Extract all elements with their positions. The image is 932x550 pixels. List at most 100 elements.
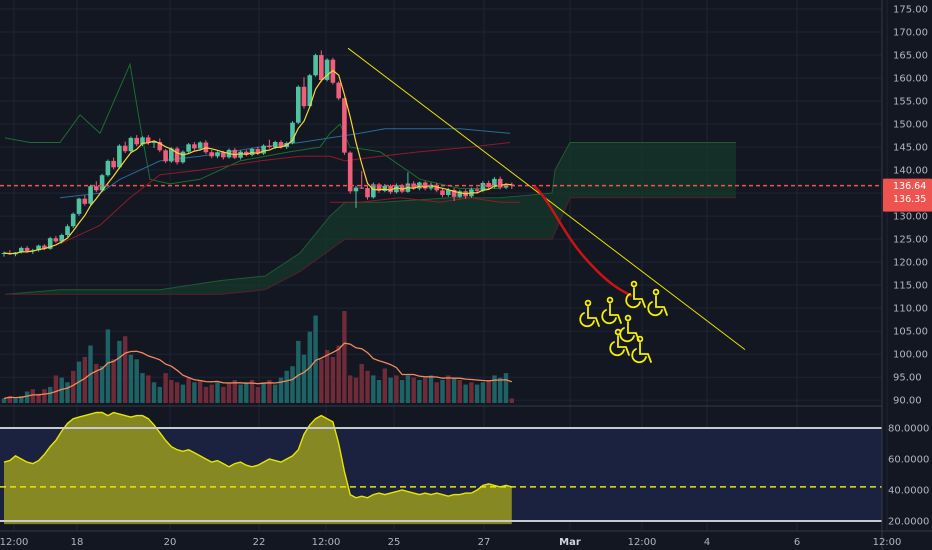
candle-body[interactable] <box>342 98 347 153</box>
candle-body[interactable] <box>122 145 128 152</box>
candle-body[interactable] <box>19 247 24 253</box>
volume-bar <box>232 380 237 403</box>
candle-body[interactable] <box>244 151 249 155</box>
oscillator-panel[interactable] <box>0 411 882 525</box>
wheelchair-wheel <box>647 301 663 317</box>
candle-body[interactable] <box>128 137 134 152</box>
candle-body[interactable] <box>446 189 451 195</box>
candle-body[interactable] <box>140 137 145 145</box>
candle-body[interactable] <box>365 188 370 198</box>
candlestick-series[interactable] <box>1 50 515 257</box>
candle-body[interactable] <box>47 238 53 249</box>
candle-body[interactable] <box>255 149 261 154</box>
candle-body[interactable] <box>319 55 324 80</box>
candle-body[interactable] <box>440 190 445 195</box>
candle-body[interactable] <box>480 183 486 191</box>
volume-bar <box>186 377 191 403</box>
candle-body[interactable] <box>163 150 168 162</box>
projection-path[interactable] <box>533 185 633 298</box>
candle-body[interactable] <box>70 213 76 227</box>
candle-body[interactable] <box>197 142 203 149</box>
volume-bar <box>388 377 393 403</box>
candle-body[interactable] <box>221 152 226 158</box>
candle-body[interactable] <box>422 182 428 189</box>
candle-body[interactable] <box>272 142 278 148</box>
volume-bar <box>36 393 41 403</box>
candle-body[interactable] <box>261 145 266 154</box>
time-tick-label: 27 <box>478 537 491 548</box>
candle-body[interactable] <box>417 182 422 189</box>
osc-tick-label: 60.0000 <box>888 455 929 466</box>
candle-body[interactable] <box>457 191 463 197</box>
candle-body[interactable] <box>290 122 295 143</box>
candle-body[interactable] <box>94 186 99 191</box>
candle-body[interactable] <box>117 145 122 168</box>
trendline[interactable] <box>347 47 746 350</box>
candle-body[interactable] <box>111 160 116 168</box>
candle-body[interactable] <box>353 187 359 192</box>
volume-bar <box>503 373 509 403</box>
candle-body[interactable] <box>296 86 301 123</box>
candle-body[interactable] <box>238 151 243 158</box>
candle-body[interactable] <box>88 186 93 204</box>
candle-body[interactable] <box>134 137 139 145</box>
candle-body[interactable] <box>278 142 284 148</box>
candle-body[interactable] <box>215 152 220 157</box>
candle-body[interactable] <box>42 245 47 249</box>
candle-body[interactable] <box>180 151 186 163</box>
candle-body[interactable] <box>313 55 318 76</box>
candle-body[interactable] <box>209 152 214 157</box>
candle-body[interactable] <box>157 142 163 151</box>
candle-body[interactable] <box>174 148 180 163</box>
candle-body[interactable] <box>76 198 82 214</box>
candle-body[interactable] <box>336 82 341 99</box>
volume-bar <box>492 375 497 403</box>
candle-body[interactable] <box>394 185 399 193</box>
candle-body[interactable] <box>474 189 480 191</box>
candle-body[interactable] <box>371 184 376 198</box>
candle-body[interactable] <box>267 145 272 148</box>
time-tick-label: 12:00 <box>873 537 902 548</box>
candle-body[interactable] <box>105 160 111 176</box>
candle-body[interactable] <box>324 59 330 80</box>
candle-body[interactable] <box>24 247 30 252</box>
candle-body[interactable] <box>382 185 388 191</box>
candle-body[interactable] <box>192 144 197 149</box>
candle-body[interactable] <box>492 178 497 188</box>
candle-body[interactable] <box>169 148 174 162</box>
candle-body[interactable] <box>486 183 491 188</box>
volume-bar <box>117 340 122 403</box>
candle-body[interactable] <box>65 226 70 235</box>
candle-body[interactable] <box>232 149 238 158</box>
level-tag-box <box>883 191 932 205</box>
candle-body[interactable] <box>82 198 88 204</box>
candle-body[interactable] <box>186 144 191 152</box>
candle-body[interactable] <box>359 187 364 189</box>
candle-body[interactable] <box>99 175 105 191</box>
volume-bar <box>365 370 370 403</box>
candle-body[interactable] <box>59 235 64 242</box>
candle-body[interactable] <box>151 142 157 143</box>
candle-body[interactable] <box>497 178 503 188</box>
candle-body[interactable] <box>399 185 405 192</box>
drawn-annotations[interactable] <box>0 47 882 364</box>
candle-body[interactable] <box>376 184 382 191</box>
candle-body[interactable] <box>307 75 313 107</box>
volume-bar <box>319 359 324 403</box>
candle-body[interactable] <box>36 245 41 251</box>
osc-tick-label: 40.0000 <box>888 486 929 497</box>
volume-bar <box>123 336 128 403</box>
wheelchair-icon <box>631 335 652 364</box>
candle-body[interactable] <box>145 137 151 143</box>
volume-bar <box>221 386 226 403</box>
candle-body[interactable] <box>53 238 59 242</box>
candle-body[interactable] <box>388 185 393 193</box>
candle-body[interactable] <box>347 152 353 192</box>
candle-body[interactable] <box>428 184 434 189</box>
candle-body[interactable] <box>451 189 457 197</box>
volume-bar <box>238 384 243 403</box>
candle-body[interactable] <box>301 86 307 107</box>
